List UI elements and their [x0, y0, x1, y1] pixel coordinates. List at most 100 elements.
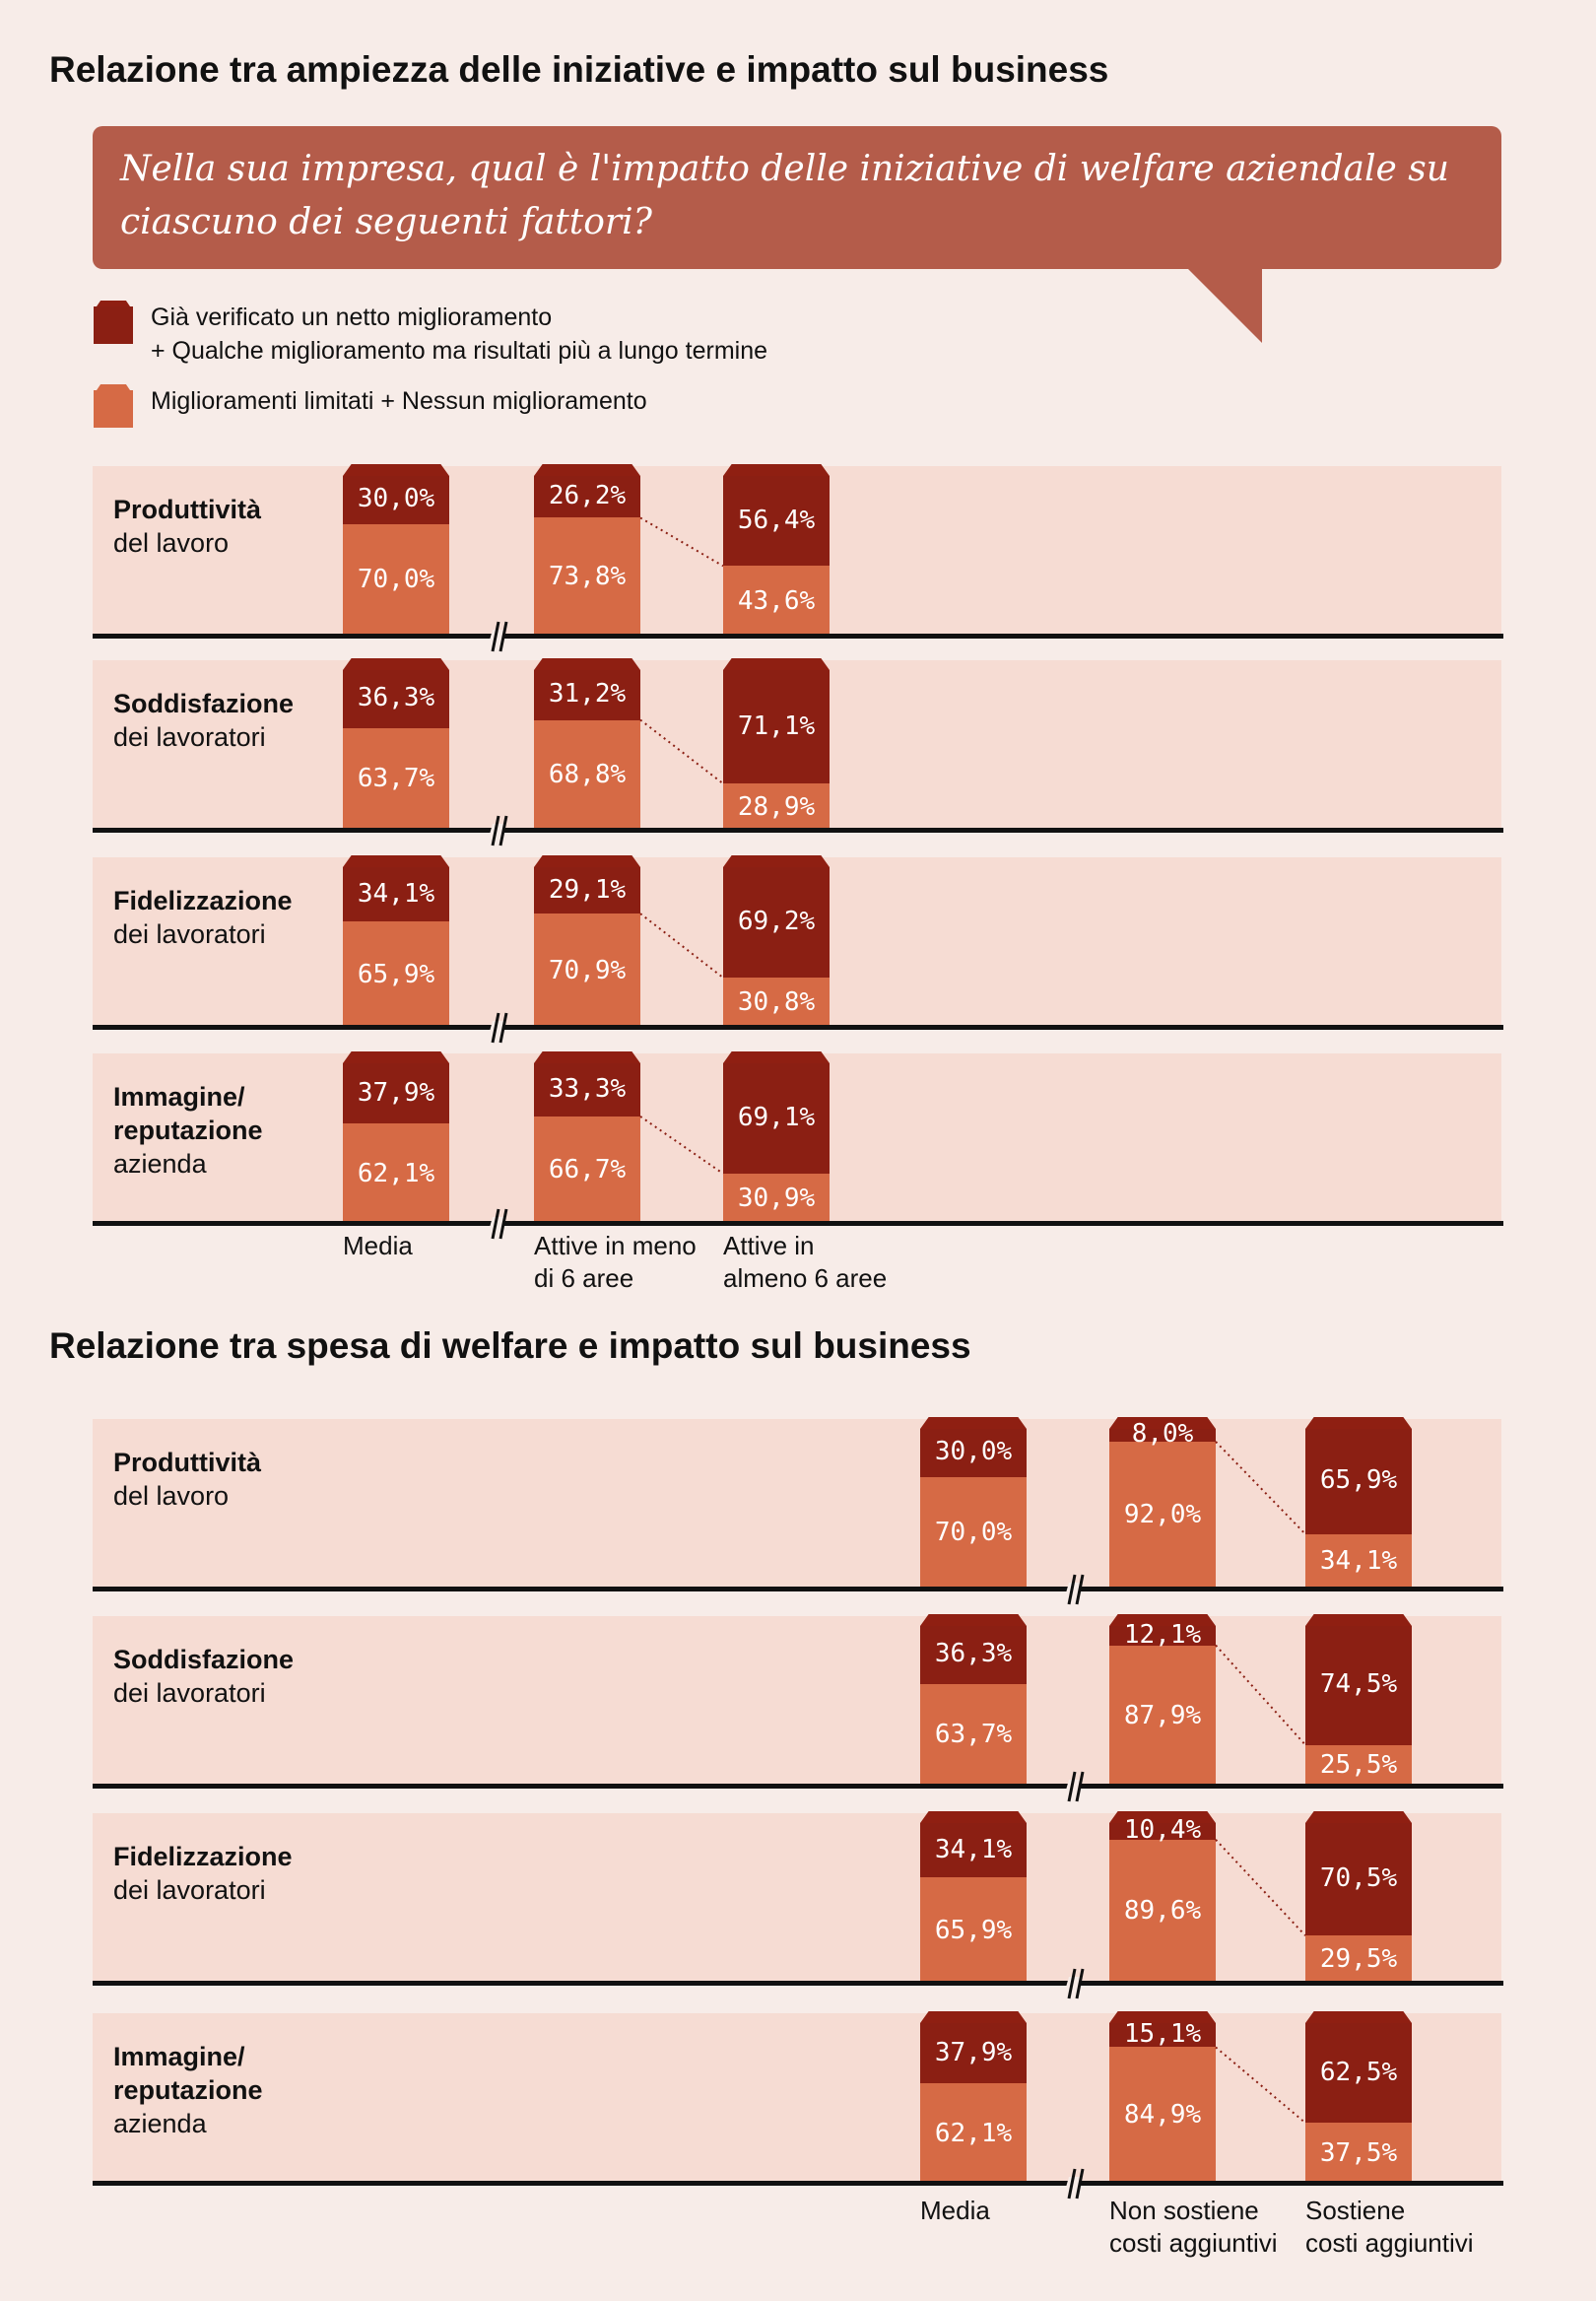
bar-cap — [723, 464, 830, 476]
baseline — [93, 2181, 1503, 2186]
row-label-bold: Immagine/ — [113, 2042, 245, 2071]
stacked-bar: 8,0% 92,0% — [1109, 1417, 1216, 1589]
value-label-improvement: 74,5% — [1319, 1669, 1398, 1700]
bar-segment-improvement — [1305, 2023, 1412, 2124]
baseline — [93, 1784, 1503, 1789]
bar-cap — [343, 1051, 449, 1063]
row-label: Soddisfazione dei lavoratori — [113, 1643, 294, 1710]
bar-segment-improvement — [1305, 1823, 1412, 1936]
bar-segment-limited — [534, 1116, 640, 1223]
stacked-bar: 69,2% 30,8% — [723, 855, 830, 1027]
bar-segment-improvement — [723, 476, 830, 567]
bar-cap — [534, 464, 640, 476]
bar-cap — [1109, 2011, 1216, 2023]
bar-cap — [920, 1614, 1027, 1626]
row-label-bold: reputazione — [113, 1116, 263, 1145]
bar-cap — [1305, 1417, 1412, 1429]
row-label-bold: Fidelizzazione — [113, 886, 293, 915]
legend-swatch-dark — [94, 301, 133, 344]
legend-swatch-light — [94, 384, 133, 428]
category-label: Media — [343, 1230, 413, 1262]
value-label-limited: 89,6% — [1123, 1896, 1202, 1927]
stacked-bar: 69,1% 30,9% — [723, 1051, 830, 1223]
question-bubble: Nella sua impresa, qual è l'impatto dell… — [93, 126, 1501, 269]
stacked-bar: 33,3% 66,7% — [534, 1051, 640, 1223]
bar-segment-improvement — [1305, 1626, 1412, 1745]
category-label: Attive in almeno 6 aree — [723, 1230, 887, 1295]
value-label-improvement: 12,1% — [1123, 1619, 1202, 1650]
bar-cap — [1109, 1614, 1216, 1626]
category-label: Non sostiene costi aggiuntivi — [1109, 2195, 1278, 2260]
bar-segment-limited — [1305, 1533, 1412, 1589]
bar-segment-limited — [1305, 1935, 1412, 1983]
bar-cap — [343, 658, 449, 670]
category-label-line: costi aggiuntivi — [1109, 2228, 1278, 2258]
bar-segment-improvement — [723, 1063, 830, 1174]
value-label-limited: 63,7% — [357, 764, 435, 794]
value-label-limited: 37,5% — [1319, 2137, 1398, 2168]
value-label-improvement: 34,1% — [357, 878, 435, 909]
bar-cap — [1305, 1614, 1412, 1626]
bar-segment-limited — [1109, 2047, 1216, 2183]
bar-cap — [1109, 1811, 1216, 1823]
stacked-bar: 34,1% 65,9% — [343, 855, 449, 1027]
value-label-improvement: 8,0% — [1131, 1419, 1194, 1450]
value-label-improvement: 29,1% — [548, 874, 627, 905]
bar-segment-limited — [534, 517, 640, 636]
stacked-bar: 31,2% 68,8% — [534, 658, 640, 830]
value-label-limited: 65,9% — [934, 1915, 1013, 1945]
bar-segment-limited — [1109, 1441, 1216, 1589]
bar-segment-improvement — [920, 2023, 1027, 2084]
bar-segment-improvement — [343, 670, 449, 728]
category-label-line: Attive in — [723, 1231, 815, 1260]
stacked-bar: 74,5% 25,5% — [1305, 1614, 1412, 1786]
value-label-limited: 70,0% — [934, 1518, 1013, 1548]
bar-segment-limited — [920, 1877, 1027, 1983]
value-label-limited: 43,6% — [737, 585, 816, 616]
value-label-limited: 62,1% — [934, 2118, 1013, 2148]
stacked-bar: 29,1% 70,9% — [534, 855, 640, 1027]
value-label-improvement: 37,9% — [934, 2037, 1013, 2067]
value-label-improvement: 56,4% — [737, 505, 816, 535]
category-label: Sostiene costi aggiuntivi — [1305, 2195, 1474, 2260]
bar-segment-limited — [534, 914, 640, 1027]
category-label-line: Non sostiene — [1109, 2196, 1259, 2225]
value-label-improvement: 69,2% — [737, 907, 816, 937]
bar-cap — [343, 464, 449, 476]
row-label-bold: Produttività — [113, 495, 262, 524]
bar-segment-improvement — [920, 1429, 1027, 1477]
row-label-bold: reputazione — [113, 2075, 263, 2105]
bar-segment-limited — [343, 523, 449, 636]
value-label-limited: 29,5% — [1319, 1944, 1398, 1975]
value-label-improvement: 10,4% — [1123, 1815, 1202, 1846]
bar-cap — [534, 1051, 640, 1063]
bar-cap — [920, 1811, 1027, 1823]
bar-segment-improvement — [534, 476, 640, 518]
row-label-normal: del lavoro — [113, 1481, 230, 1511]
section-title-spending: Relazione tra spesa di welfare e impatto… — [49, 1325, 971, 1366]
bar-segment-limited — [1305, 1744, 1412, 1786]
legend-label-dark-line2: + Qualche miglioramento ma risultati più… — [151, 337, 768, 365]
row-label: Soddisfazione dei lavoratori — [113, 687, 294, 754]
stacked-bar: 37,9% 62,1% — [343, 1051, 449, 1223]
bar-cap — [534, 855, 640, 867]
stacked-bar: 30,0% 70,0% — [920, 1417, 1027, 1589]
chart-panel — [93, 1813, 1501, 1983]
baseline — [93, 1221, 1503, 1226]
value-label-limited: 63,7% — [934, 1720, 1013, 1750]
bar-segment-limited — [1305, 2123, 1412, 2183]
category-label: Attive in meno di 6 aree — [534, 1230, 697, 1295]
bar-segment-improvement — [343, 867, 449, 922]
legend-label-light: Miglioramenti limitati + Nessun migliora… — [151, 387, 647, 415]
value-label-limited: 66,7% — [548, 1154, 627, 1184]
value-label-limited: 62,1% — [357, 1158, 435, 1188]
bar-segment-improvement — [534, 867, 640, 914]
stacked-bar: 62,5% 37,5% — [1305, 2011, 1412, 2183]
category-label-line: Sostiene — [1305, 2196, 1406, 2225]
value-label-improvement: 62,5% — [1319, 2057, 1398, 2087]
value-label-improvement: 69,1% — [737, 1102, 816, 1132]
value-label-limited: 84,9% — [1123, 2100, 1202, 2131]
value-label-limited: 65,9% — [357, 959, 435, 989]
value-label-improvement: 36,3% — [357, 683, 435, 713]
bar-segment-improvement — [343, 1063, 449, 1124]
